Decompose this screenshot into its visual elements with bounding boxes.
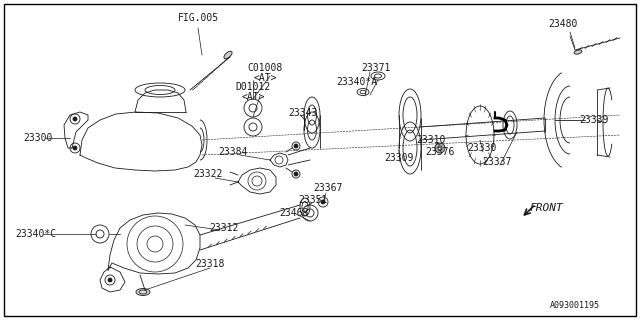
Text: 23322: 23322 — [193, 169, 223, 179]
Text: FIG.005: FIG.005 — [177, 13, 219, 23]
Text: 23309: 23309 — [384, 153, 413, 163]
Text: C01008: C01008 — [248, 63, 283, 73]
Circle shape — [294, 172, 298, 176]
Text: 23351: 23351 — [298, 195, 328, 205]
Text: D01012: D01012 — [236, 82, 271, 92]
Text: <AT>: <AT> — [241, 92, 265, 102]
Text: 23367: 23367 — [314, 183, 342, 193]
Circle shape — [108, 278, 112, 282]
Text: 23343: 23343 — [288, 108, 317, 118]
Circle shape — [294, 144, 298, 148]
Text: 23340*C: 23340*C — [15, 229, 56, 239]
Circle shape — [435, 143, 445, 153]
Text: <AT>: <AT> — [253, 73, 276, 83]
Ellipse shape — [136, 289, 150, 295]
Ellipse shape — [574, 50, 582, 54]
Text: 23330: 23330 — [467, 143, 497, 153]
Text: 23339: 23339 — [579, 115, 609, 125]
Text: 23318: 23318 — [195, 259, 225, 269]
Text: 23371: 23371 — [362, 63, 390, 73]
Text: 23300: 23300 — [23, 133, 52, 143]
Text: 23376: 23376 — [426, 147, 454, 157]
Text: 23337: 23337 — [483, 157, 512, 167]
Circle shape — [73, 146, 77, 150]
Circle shape — [438, 146, 442, 150]
Text: FRONT: FRONT — [529, 203, 563, 213]
Text: 23468: 23468 — [279, 208, 308, 218]
Text: A093001195: A093001195 — [550, 301, 600, 310]
Text: 23384: 23384 — [218, 147, 248, 157]
Text: 23310: 23310 — [416, 135, 445, 145]
Text: 23312: 23312 — [209, 223, 239, 233]
Text: 23480: 23480 — [548, 19, 578, 29]
Circle shape — [73, 117, 77, 121]
Circle shape — [321, 200, 325, 204]
Text: 23340*A: 23340*A — [337, 77, 378, 87]
Ellipse shape — [224, 51, 232, 59]
